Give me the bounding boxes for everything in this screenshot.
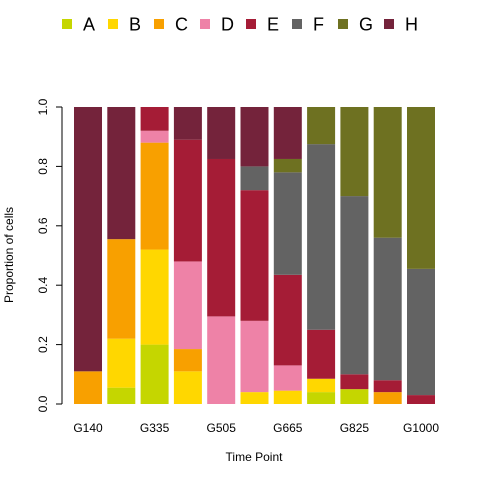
x-tick-label: G1000 <box>403 421 439 435</box>
bar-segment-G420-B <box>173 371 202 404</box>
bar-segment-G225-C <box>107 239 136 339</box>
bar-segment-G505-D <box>207 316 236 404</box>
bar-segment-G825-A <box>340 389 369 404</box>
legend-swatch-G <box>338 19 348 29</box>
bar-segment-G225-B <box>107 338 136 388</box>
bar-segment-G665-G <box>273 158 302 173</box>
legend-label-B: B <box>129 15 141 35</box>
bar-segment-G335-E <box>140 107 169 131</box>
x-tick-label: G665 <box>273 421 303 435</box>
bar-segment-G580-D <box>240 320 269 393</box>
bar-segment-G420-H <box>173 107 202 140</box>
bar-segment-G665-F <box>273 172 302 275</box>
y-tick-label: 0.6 <box>36 217 50 234</box>
bar-segment-G665-D <box>273 365 302 391</box>
bar-segment-G140-H <box>74 107 102 372</box>
bar-segment-G580-H <box>240 107 269 167</box>
bar-segment-G335-A <box>140 344 169 404</box>
bar-segment-G225-H <box>107 107 136 240</box>
bar-segment-G505-E <box>207 158 236 317</box>
legend-label-E: E <box>267 15 279 35</box>
legend-label-F: F <box>313 15 324 35</box>
bar-segment-G665-H <box>273 107 302 159</box>
x-tick-label: G140 <box>73 421 103 435</box>
bar-segment-G740-E <box>307 329 336 379</box>
bar-segment-G420-E <box>173 139 202 262</box>
bar-segment-G910-F <box>373 237 402 381</box>
bar-segment-G825-G <box>340 107 369 197</box>
y-axis-title: Proportion of cells <box>2 207 16 303</box>
bar-segment-G740-G <box>307 107 336 145</box>
y-tick-label: 0.0 <box>36 395 50 412</box>
bar-segment-G665-B <box>273 390 302 404</box>
bar-segment-G1000-G <box>407 107 435 269</box>
legend-label-H: H <box>405 15 418 35</box>
bar-segment-G825-F <box>340 196 369 375</box>
bar-segment-G335-B <box>140 249 169 345</box>
bar-segment-G1000-E <box>407 395 435 404</box>
y-axis: 0.0 0.2 0.4 0.6 0.8 1.0 <box>36 98 63 412</box>
x-axis: G140 G335 G505 G665 G825 G1000 <box>73 421 439 435</box>
bar-segment-G740-B <box>307 378 336 393</box>
bar-segment-G420-C <box>173 349 202 372</box>
legend: A B C D E F G H <box>62 15 418 35</box>
bar-segment-G910-E <box>373 380 402 393</box>
bar-segment-G825-E <box>340 374 369 390</box>
bar-segment-G140-C <box>74 371 102 404</box>
bar-segment-G420-D <box>173 261 202 350</box>
bar-segment-G740-A <box>307 392 336 404</box>
bar-segment-G225-A <box>107 387 136 404</box>
x-axis-title: Time Point <box>226 450 284 464</box>
legend-label-G: G <box>359 15 373 35</box>
bar-segment-G1000-F <box>407 268 435 396</box>
x-tick-label: G825 <box>340 421 370 435</box>
legend-swatch-D <box>200 19 210 29</box>
bar-segment-G505-H <box>207 107 236 159</box>
legend-label-C: C <box>175 15 188 35</box>
bar-segment-G740-F <box>307 144 336 330</box>
legend-label-D: D <box>221 15 234 35</box>
bar-segment-G335-C <box>140 142 169 250</box>
legend-swatch-F <box>292 19 302 29</box>
y-tick-label: 0.8 <box>36 158 50 175</box>
bar-segment-G580-F <box>240 166 269 191</box>
y-tick-label: 1.0 <box>36 98 50 115</box>
legend-swatch-A <box>62 19 72 29</box>
bar-segment-G665-E <box>273 274 302 366</box>
x-tick-label: G335 <box>140 421 170 435</box>
legend-swatch-C <box>154 19 164 29</box>
bar-segment-G910-G <box>373 107 402 238</box>
legend-label-A: A <box>83 15 95 35</box>
bars-layer <box>74 107 435 404</box>
bar-segment-G580-E <box>240 190 269 321</box>
legend-swatch-E <box>246 19 256 29</box>
legend-swatch-B <box>108 19 118 29</box>
legend-swatch-H <box>384 19 394 29</box>
y-tick-label: 0.2 <box>36 336 50 353</box>
bar-segment-G335-D <box>140 130 169 143</box>
y-tick-label: 0.4 <box>36 277 50 294</box>
bar-segment-G580-B <box>240 392 269 404</box>
bar-segment-G910-C <box>373 392 402 404</box>
x-tick-label: G505 <box>207 421 237 435</box>
